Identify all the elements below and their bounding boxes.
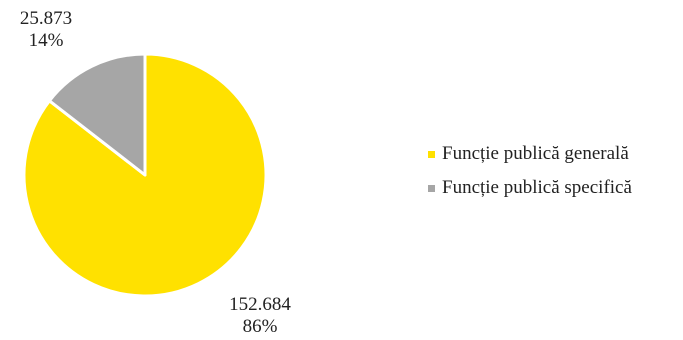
- data-label-specific-value: 25.873: [19, 8, 73, 29]
- legend-swatch-specific: [428, 184, 435, 192]
- legend-label-specific: Funcție publică specifică: [442, 177, 632, 198]
- legend-label-general: Funcție publică generală: [442, 143, 629, 164]
- chart-legend: Funcție publică generală Funcție publică…: [428, 142, 632, 210]
- data-label-general-value: 152.684: [229, 294, 291, 315]
- pie-slice-specific: [47, 52, 147, 177]
- data-label-specific-percent: 14%: [28, 30, 64, 51]
- data-label-general-percent: 86%: [242, 316, 278, 337]
- legend-item-general: Funcție publică generală: [428, 142, 632, 166]
- data-label-specific: 25.873 14%: [0, 8, 96, 52]
- legend-item-specific: Funcție publică specifică: [428, 176, 632, 200]
- legend-swatch-general: [428, 150, 435, 158]
- data-label-general: 152.684 86%: [210, 294, 310, 338]
